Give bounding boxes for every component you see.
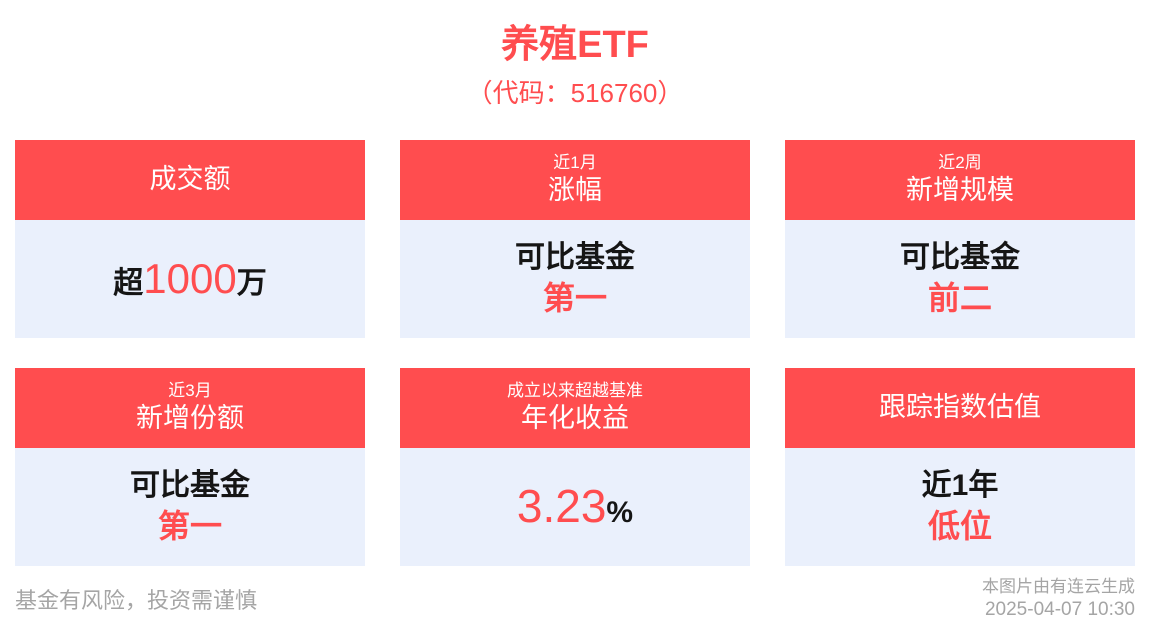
turnover-value: 超1000万 — [113, 254, 266, 304]
turnover-value-prefix: 超 — [113, 266, 144, 300]
card-index-valuation-body: 近1年 低位 — [785, 448, 1135, 566]
card-turnover-title: 成交额 — [149, 164, 231, 195]
footer: 基金有风险，投资需谨慎 本图片由有连云生成 2025-04-07 10:30 — [0, 576, 1150, 622]
compare-label: 可比基金 — [515, 241, 635, 275]
rank-value: 第一 — [157, 508, 222, 545]
card-turnover-header: 成交额 — [15, 140, 365, 220]
card-index-valuation-title: 跟踪指数估值 — [879, 392, 1041, 423]
card-1m-gain-body: 可比基金 第一 — [400, 220, 750, 338]
card-1m-gain: 近1月 涨幅 可比基金 第一 — [400, 140, 750, 338]
credit-block: 本图片由有连云生成 2025-04-07 10:30 — [982, 576, 1135, 622]
card-3m-new-shares-body: 可比基金 第一 — [15, 448, 365, 566]
generated-timestamp: 2025-04-07 10:30 — [984, 599, 1135, 621]
card-annualized-return: 成立以来超越基准 年化收益 3.23% — [400, 368, 750, 566]
page-subtitle: （代码：516760） — [466, 77, 684, 108]
card-annualized-return-header: 成立以来超越基准 年化收益 — [400, 368, 750, 448]
compare-label: 可比基金 — [900, 241, 1020, 275]
valuation-period-label: 近1年 — [921, 469, 999, 503]
card-2w-new-scale-title: 新增规模 — [906, 175, 1014, 206]
turnover-value-number: 1000 — [143, 254, 237, 302]
card-2w-new-scale-period-label: 近2周 — [938, 153, 982, 173]
card-1m-gain-title: 涨幅 — [548, 175, 602, 206]
card-3m-new-shares: 近3月 新增份额 可比基金 第一 — [15, 368, 365, 566]
card-index-valuation-header: 跟踪指数估值 — [785, 368, 1135, 448]
card-2w-new-scale-header: 近2周 新增规模 — [785, 140, 1135, 220]
card-3m-new-shares-title: 新增份额 — [136, 403, 244, 434]
return-value-number: 3.23 — [516, 480, 607, 533]
card-1m-gain-header: 近1月 涨幅 — [400, 140, 750, 220]
card-annualized-return-body: 3.23% — [400, 448, 750, 566]
card-3m-new-shares-header: 近3月 新增份额 — [15, 368, 365, 448]
card-2w-new-scale: 近2周 新增规模 可比基金 前二 — [785, 140, 1135, 338]
rank-value: 前二 — [927, 280, 992, 317]
card-turnover-body: 超1000万 — [15, 220, 365, 338]
valuation-level: 低位 — [927, 508, 992, 545]
page-title: 养殖ETF — [501, 24, 649, 66]
title-block: 养殖ETF （代码：516760） — [0, 0, 1150, 107]
card-annualized-return-title: 年化收益 — [521, 403, 629, 434]
risk-disclaimer: 基金有风险，投资需谨慎 — [15, 588, 258, 613]
generator-credit: 本图片由有连云生成 — [982, 577, 1135, 596]
return-value-line: 3.23% — [517, 479, 633, 534]
card-turnover: 成交额 超1000万 — [15, 140, 365, 338]
percent-sign: % — [606, 496, 634, 530]
rank-value: 第一 — [542, 280, 607, 317]
card-index-valuation: 跟踪指数估值 近1年 低位 — [785, 368, 1135, 566]
card-3m-new-shares-period-label: 近3月 — [168, 381, 212, 401]
turnover-value-suffix: 万 — [236, 266, 267, 300]
card-1m-gain-period-label: 近1月 — [553, 153, 597, 173]
cards-grid: 成交额 超1000万 近1月 涨幅 可比基金 第一 近2周 新增规模 — [15, 140, 1135, 566]
compare-label: 可比基金 — [130, 469, 250, 503]
card-2w-new-scale-body: 可比基金 前二 — [785, 220, 1135, 338]
card-annualized-return-benchmark-label: 成立以来超越基准 — [507, 381, 643, 401]
